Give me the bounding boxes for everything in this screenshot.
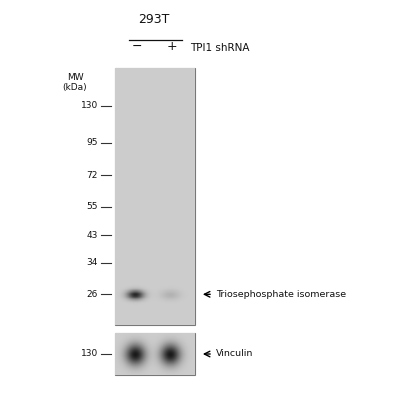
Text: Vinculin: Vinculin (216, 350, 254, 358)
Text: TPI1 shRNA: TPI1 shRNA (190, 43, 249, 53)
Text: 43: 43 (87, 231, 98, 240)
Text: 95: 95 (86, 138, 98, 147)
Text: 26: 26 (87, 290, 98, 299)
Text: 293T: 293T (139, 13, 170, 26)
Text: Triosephosphate isomerase: Triosephosphate isomerase (216, 290, 346, 299)
Text: +: + (166, 40, 177, 53)
Text: −: − (131, 40, 142, 53)
Text: 130: 130 (81, 102, 98, 110)
Text: 72: 72 (87, 171, 98, 180)
Bar (115, 68, 195, 325)
Text: 34: 34 (87, 258, 98, 268)
Text: 55: 55 (86, 202, 98, 211)
Text: MW
(kDa): MW (kDa) (63, 73, 87, 92)
Text: 130: 130 (81, 350, 98, 358)
Bar (115, 333, 195, 375)
